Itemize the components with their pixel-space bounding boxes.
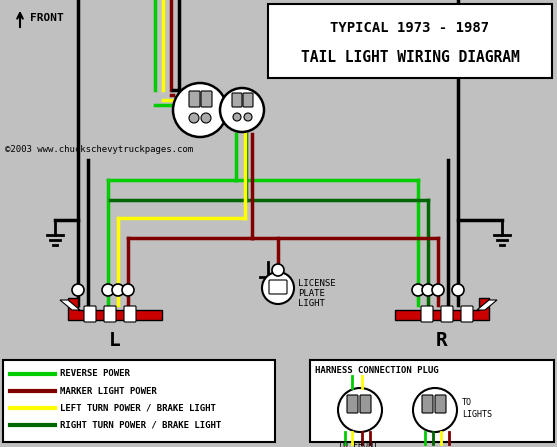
Circle shape [112,284,124,296]
Circle shape [262,272,294,304]
Bar [268,4,552,78]
FancyBboxPatch shape [104,306,116,322]
Circle shape [452,284,464,296]
Text: TO: TO [462,398,472,407]
Text: TAIL LIGHT WIRING DIAGRAM: TAIL LIGHT WIRING DIAGRAM [301,51,519,66]
Text: L: L [109,330,121,350]
Text: LIGHTS: LIGHTS [462,410,492,419]
FancyBboxPatch shape [84,306,96,322]
FancyBboxPatch shape [461,306,473,322]
Text: LICENSE: LICENSE [298,278,336,287]
FancyBboxPatch shape [422,395,433,413]
Circle shape [220,88,264,132]
FancyBboxPatch shape [189,91,200,107]
FancyBboxPatch shape [421,306,433,322]
Circle shape [432,284,444,296]
Circle shape [338,388,382,432]
FancyBboxPatch shape [347,395,358,413]
Polygon shape [68,298,162,320]
FancyBboxPatch shape [232,93,242,107]
Text: TO FRONT: TO FRONT [338,441,378,447]
FancyBboxPatch shape [243,93,253,107]
Text: ©2003 www.chuckschevytruckpages.com: ©2003 www.chuckschevytruckpages.com [5,146,193,155]
Circle shape [244,113,252,121]
Text: TYPICAL 1973 - 1987: TYPICAL 1973 - 1987 [330,21,490,35]
Bar [3,360,275,442]
FancyBboxPatch shape [360,395,371,413]
Circle shape [412,284,424,296]
Text: LEFT TURN POWER / BRAKE LIGHT: LEFT TURN POWER / BRAKE LIGHT [60,404,216,413]
Text: LIGHT: LIGHT [298,299,325,308]
Text: REVERSE POWER: REVERSE POWER [60,370,130,379]
Circle shape [173,83,227,137]
Polygon shape [477,300,497,310]
Circle shape [233,113,241,121]
Polygon shape [60,300,80,310]
Polygon shape [395,298,489,320]
Circle shape [413,388,457,432]
Text: FRONT: FRONT [30,13,63,23]
Circle shape [122,284,134,296]
Circle shape [422,284,434,296]
Circle shape [102,284,114,296]
Bar [310,360,554,442]
Circle shape [72,284,84,296]
FancyBboxPatch shape [201,91,212,107]
FancyBboxPatch shape [269,280,287,294]
Text: RIGHT TURN POWER / BRAKE LIGHT: RIGHT TURN POWER / BRAKE LIGHT [60,421,221,430]
FancyBboxPatch shape [435,395,446,413]
Circle shape [189,113,199,123]
Text: MARKER LIGHT POWER: MARKER LIGHT POWER [60,387,157,396]
FancyBboxPatch shape [124,306,136,322]
Circle shape [272,264,284,276]
FancyBboxPatch shape [441,306,453,322]
Text: HARNESS CONNECTION PLUG: HARNESS CONNECTION PLUG [315,366,438,375]
Text: R: R [436,330,448,350]
Circle shape [201,113,211,123]
Text: PLATE: PLATE [298,288,325,298]
